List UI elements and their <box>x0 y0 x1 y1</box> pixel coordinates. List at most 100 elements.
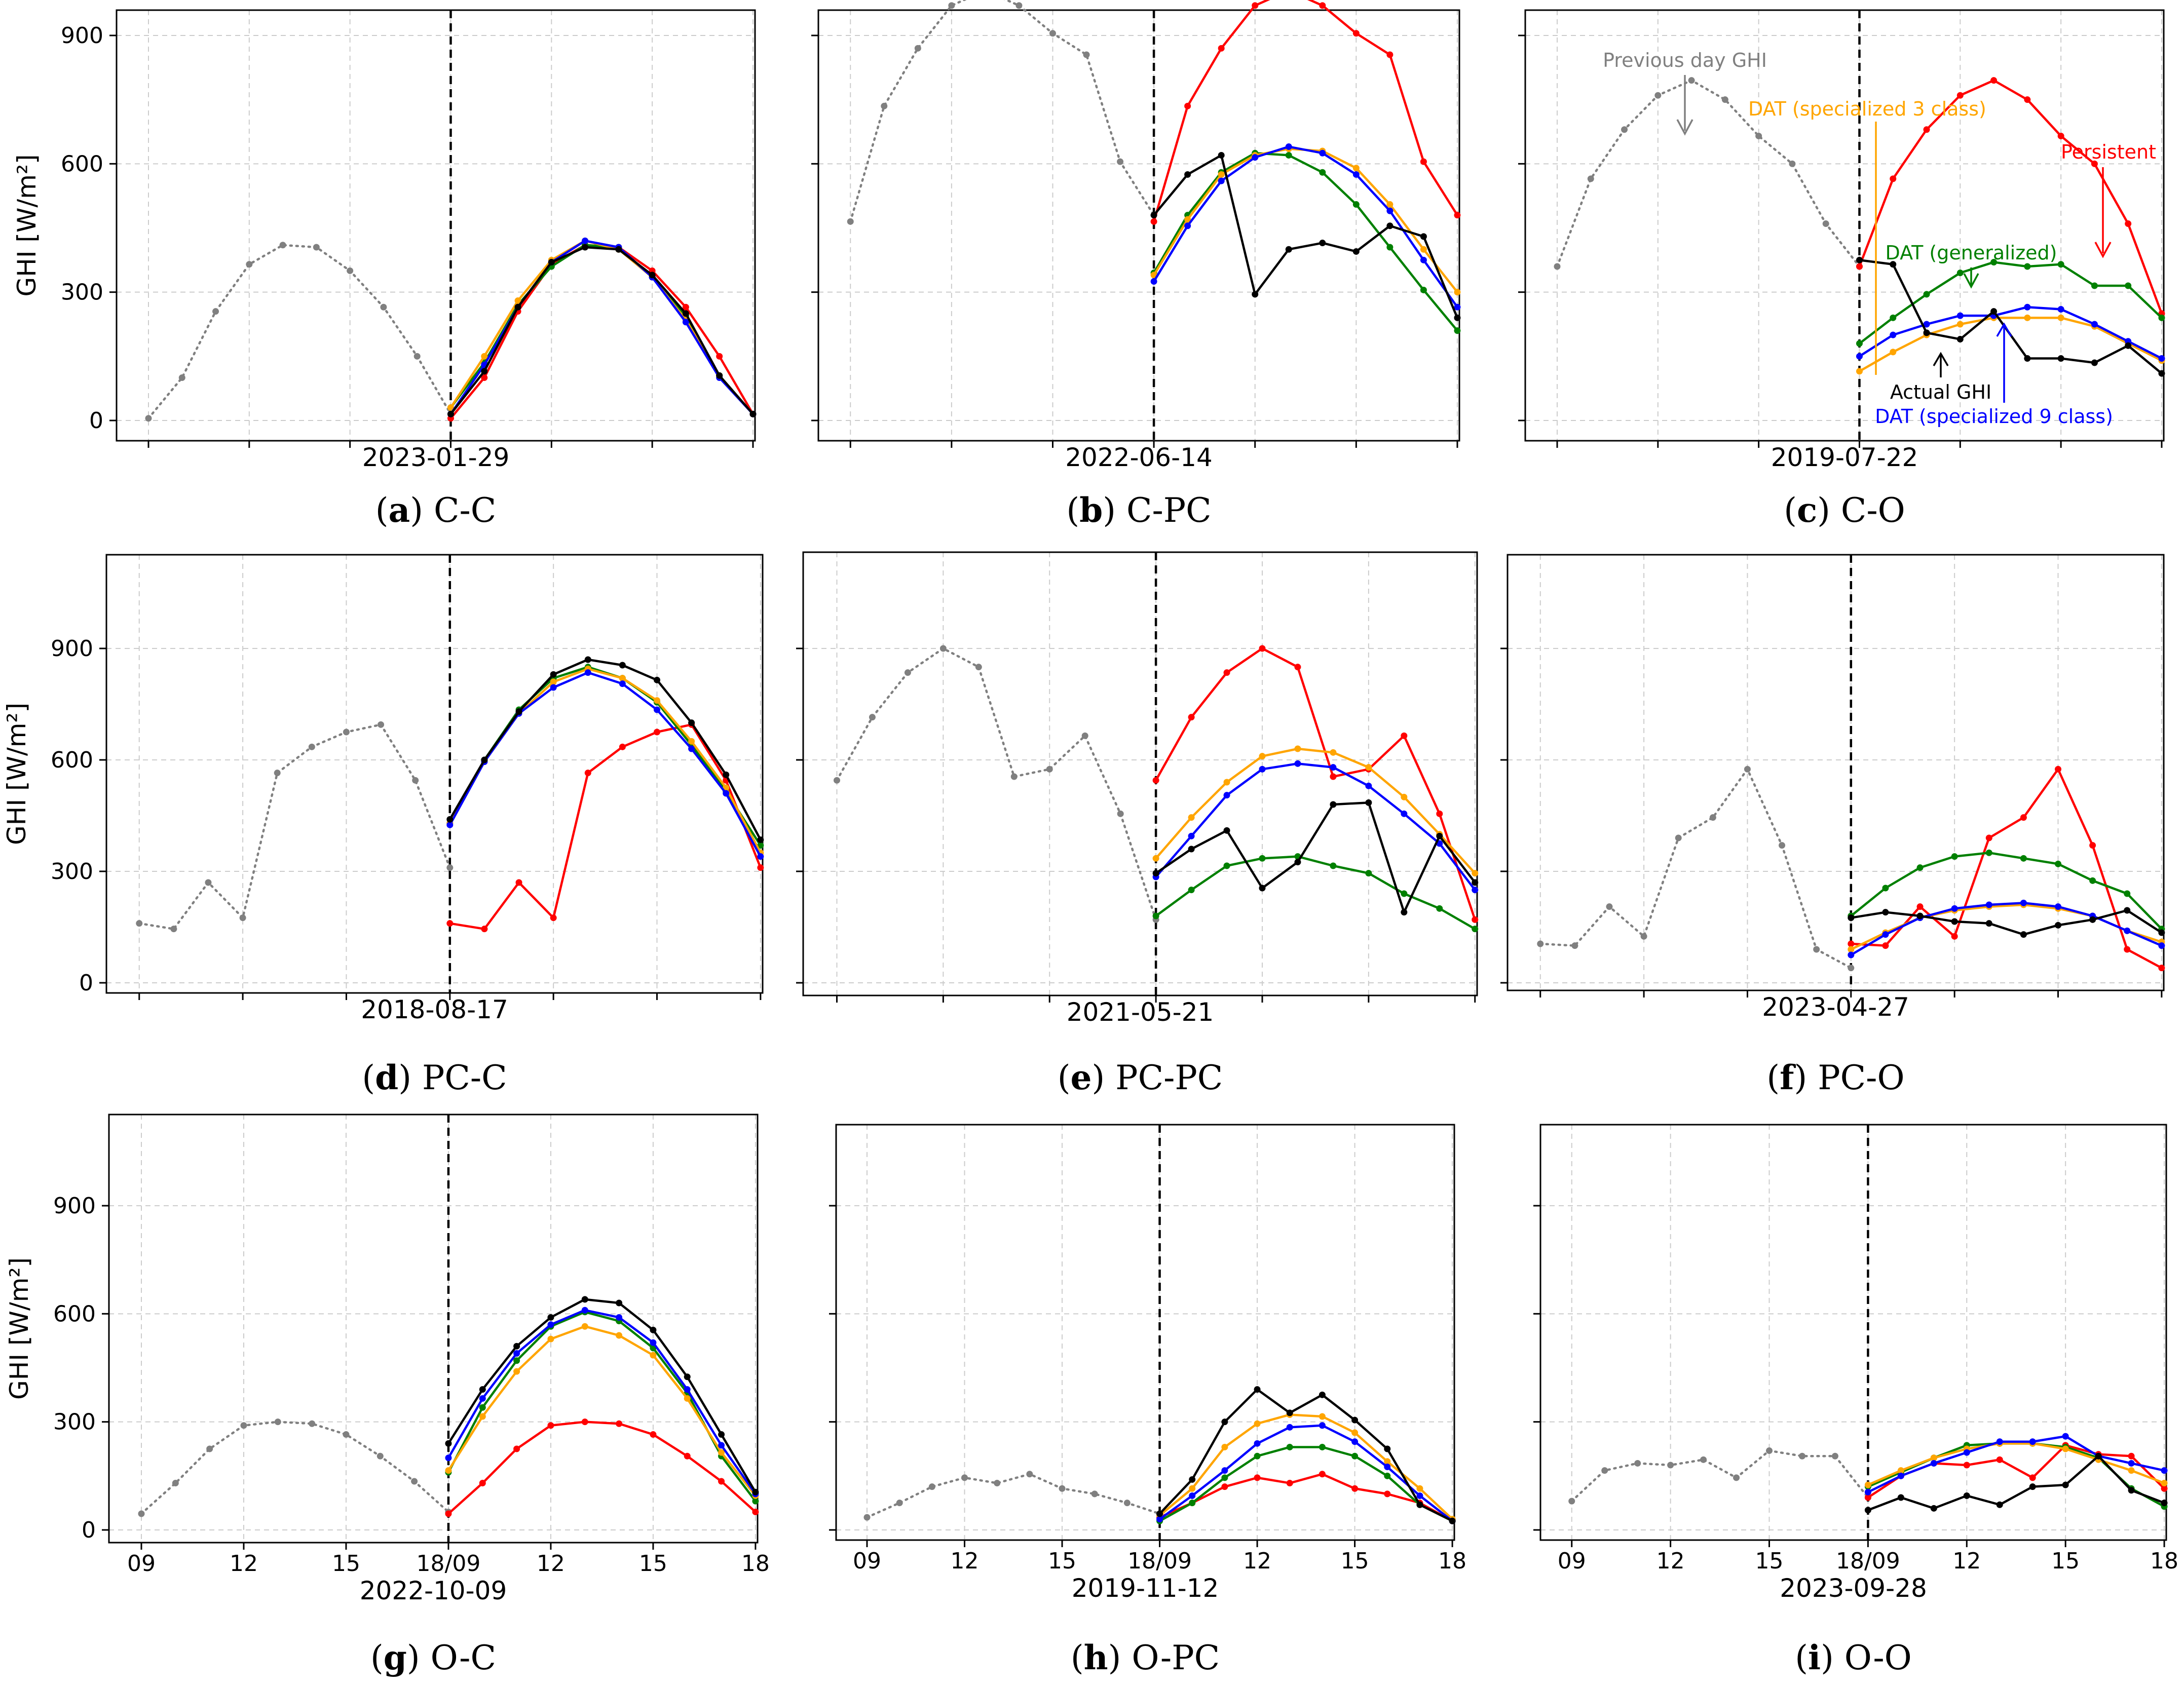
annotation-dat3: DAT (specialized 3 class) <box>1748 98 1986 120</box>
point-actual <box>1472 879 1479 886</box>
point-dat-generalized <box>1890 314 1897 321</box>
point-persistent <box>1401 732 1408 739</box>
point-actual <box>1319 1391 1326 1398</box>
y-axis-label: GHI [W/m²] <box>2 703 31 845</box>
point-actual <box>2091 359 2098 366</box>
point-dat-3class <box>1956 321 1964 328</box>
point-persistent <box>1916 903 1924 910</box>
point-dat-9class <box>619 680 626 687</box>
point-actual <box>1951 918 1958 925</box>
axes-frame <box>802 551 1478 996</box>
date-label: 2022-06-14 <box>1065 443 1213 472</box>
point-actual <box>547 1314 554 1321</box>
series-line-dat-3class <box>1159 1413 1453 1520</box>
point-dat-generalized <box>752 1498 759 1505</box>
point-dat-9class <box>1150 278 1157 285</box>
point-actual <box>1916 912 1924 919</box>
point-persistent <box>1856 263 1863 270</box>
point-dat-generalized <box>2020 855 2027 862</box>
series-line-dat-9class <box>1850 902 2162 956</box>
point-actual <box>716 372 723 379</box>
point-dat-9class <box>1254 1440 1261 1447</box>
point-actual <box>1882 909 1889 916</box>
point-dat-3class <box>1420 246 1427 253</box>
point-actual <box>752 1488 759 1495</box>
axes-frame <box>835 1124 1455 1541</box>
point-dat-3class <box>2057 314 2064 321</box>
point-previous-day <box>1700 1456 1707 1463</box>
point-dat-3class <box>1897 1467 1904 1474</box>
point-dat-9class <box>1848 951 1855 958</box>
grid <box>106 555 763 993</box>
series-line-dat-generalized <box>1850 852 2163 930</box>
x-tick-label: 09 <box>127 1551 156 1577</box>
point-actual <box>1420 233 1427 240</box>
point-dat-9class <box>1221 1467 1228 1474</box>
point-dat-9class <box>1223 792 1230 799</box>
x-tick-label: 12 <box>1243 1548 1271 1574</box>
axes-frame <box>116 9 756 442</box>
point-previous-day <box>1083 51 1090 58</box>
x-tick-label: 12 <box>1656 1548 1685 1574</box>
series-line-actual <box>1867 1454 2165 1511</box>
point-previous-day <box>1571 942 1578 949</box>
point-persistent <box>1152 777 1159 784</box>
y-tick-label: 0 <box>89 408 103 434</box>
point-dat-9class <box>2055 903 2062 910</box>
point-previous-day <box>961 1474 968 1481</box>
point-previous-day <box>1721 96 1728 103</box>
point-actual <box>619 662 626 669</box>
point-actual <box>1152 870 1159 877</box>
series-line-previous-day <box>138 723 451 931</box>
point-previous-day <box>1766 1447 1773 1454</box>
point-previous-day <box>1046 765 1053 773</box>
point-actual <box>2125 342 2132 349</box>
point-dat-9class <box>550 684 557 691</box>
point-persistent <box>2091 160 2098 167</box>
point-dat-3class <box>2024 314 2031 321</box>
point-dat-9class <box>2024 303 2031 311</box>
point-persistent <box>619 743 626 750</box>
point-previous-day <box>1709 814 1716 821</box>
point-persistent <box>1384 1490 1391 1498</box>
point-previous-day <box>279 242 286 249</box>
point-dat-generalized <box>1352 201 1360 208</box>
point-previous-day <box>239 914 246 922</box>
point-previous-day <box>863 1514 871 1521</box>
point-dat-9class <box>1864 1488 1871 1495</box>
series-line-persistent <box>449 244 754 419</box>
point-actual <box>1252 291 1259 298</box>
point-actual <box>1956 336 1964 343</box>
point-dat-9class <box>2161 1467 2168 1474</box>
point-actual <box>1259 885 1266 892</box>
series-line-dat-3class <box>1859 317 2162 372</box>
panel-caption: (h) O-PC <box>1071 1638 1220 1677</box>
axes-frame <box>817 9 1460 442</box>
point-dat-generalized <box>513 1357 520 1364</box>
point-persistent <box>1890 175 1897 182</box>
y-tick-label: 0 <box>79 970 93 996</box>
point-persistent <box>2158 965 2165 972</box>
series-line-actual <box>449 246 754 415</box>
point-dat-generalized <box>2089 877 2096 884</box>
x-tick-label: 18/09 <box>1836 1548 1900 1574</box>
point-persistent <box>1351 1485 1359 1492</box>
point-dat-3class <box>1351 1429 1359 1436</box>
point-previous-day <box>412 777 419 784</box>
point-dat-9class <box>2128 1460 2135 1467</box>
point-dat-generalized <box>1420 286 1427 293</box>
point-persistent <box>479 1480 486 1487</box>
point-previous-day <box>145 415 152 422</box>
point-dat-3class <box>688 738 695 745</box>
series-line-dat-generalized <box>1159 1446 1453 1522</box>
point-previous-day <box>376 1452 384 1460</box>
series-line-dat-9class <box>1159 1424 1453 1522</box>
point-dat-generalized <box>1985 849 1992 856</box>
point-actual <box>1890 261 1897 268</box>
point-dat-9class <box>718 1442 725 1449</box>
series-line-previous-day <box>836 647 1157 921</box>
point-previous-day <box>1755 132 1762 139</box>
panel-caption: (a) C-C <box>375 490 497 530</box>
annotation-dat-generalized: DAT (generalized) <box>1885 242 2057 264</box>
point-persistent <box>1956 92 1964 99</box>
